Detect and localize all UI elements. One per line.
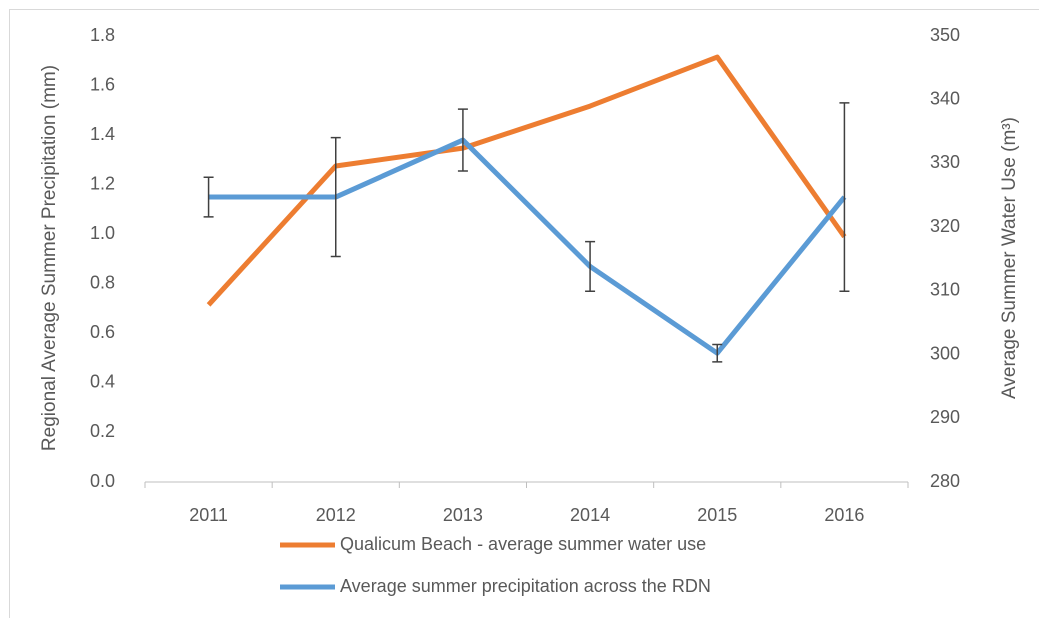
y-tick-label: 0.6 — [90, 322, 115, 342]
x-tick-label: 2013 — [443, 505, 483, 525]
y2-tick-label: 300 — [930, 343, 960, 363]
legend-label: Qualicum Beach - average summer water us… — [340, 534, 706, 554]
x-tick-label: 2014 — [570, 505, 610, 525]
y2-tick-label: 340 — [930, 88, 960, 108]
error-bar — [839, 102, 850, 292]
x-tick-label: 2015 — [697, 505, 737, 525]
y-tick-label: 1.6 — [90, 74, 115, 94]
series-line — [208, 137, 847, 356]
error-bar — [712, 343, 723, 363]
y2-tick-label: 350 — [930, 25, 960, 45]
x-tick-label: 2016 — [824, 505, 864, 525]
y-tick-label: 1.0 — [90, 223, 115, 243]
y-tick-label: 1.2 — [90, 173, 115, 193]
series-line — [206, 54, 847, 307]
y-tick-label: 0.2 — [90, 421, 115, 441]
y-axis-title: Regional Average Summer Precipitation (m… — [39, 64, 60, 452]
y-tick-label: 0.0 — [90, 471, 115, 491]
y2-axis-title: Average Summer Water Use (m³) — [999, 117, 1020, 399]
x-tick-label: 2012 — [316, 505, 356, 525]
y2-tick-label: 330 — [930, 152, 960, 172]
x-tick-label: 2011 — [189, 505, 228, 525]
error-bar — [330, 136, 341, 258]
y2-tick-label: 280 — [930, 471, 960, 491]
y-tick-label: 1.4 — [90, 124, 115, 144]
y-tick-label: 1.8 — [90, 25, 115, 45]
error-bar — [457, 108, 468, 172]
y-tick-label: 0.4 — [90, 372, 115, 392]
y2-tick-label: 310 — [930, 280, 960, 300]
y2-tick-label: 320 — [930, 216, 960, 236]
legend-label: Average summer precipitation across the … — [340, 576, 711, 596]
y-tick-label: 0.8 — [90, 273, 115, 293]
chart-border — [9, 9, 1039, 618]
error-bar — [203, 176, 214, 218]
y2-tick-label: 290 — [930, 407, 960, 427]
error-bar — [585, 240, 596, 292]
